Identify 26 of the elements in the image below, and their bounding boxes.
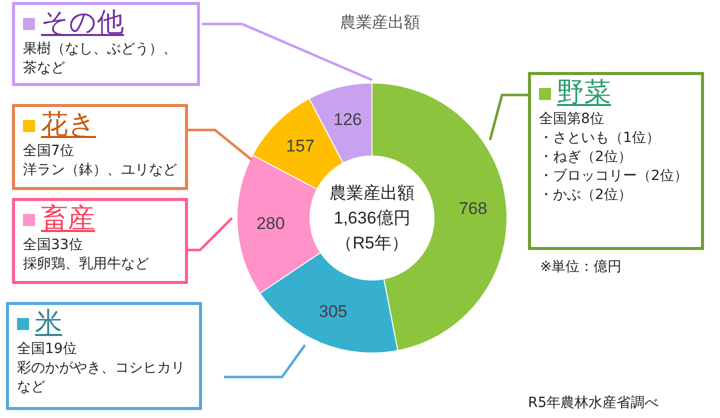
text: 全国7位 bbox=[23, 142, 75, 161]
data-label: 280 bbox=[256, 214, 285, 233]
text: ・さといも（1位） bbox=[539, 129, 661, 148]
text: ・ブロッコリー（2位） bbox=[539, 167, 689, 186]
text: 1,636億円 bbox=[334, 208, 410, 228]
chart-title: 農業産出額 bbox=[340, 14, 420, 32]
legend-label: 米 bbox=[35, 307, 62, 338]
text: 全国第8位 bbox=[539, 110, 605, 129]
text: 農業産出額 bbox=[330, 184, 414, 202]
data-label: 157 bbox=[286, 136, 314, 156]
text: 全国33位 bbox=[23, 236, 84, 255]
text: ・かぶ（2位） bbox=[539, 186, 633, 205]
text: （R5年） bbox=[336, 234, 408, 252]
text: 全国19位 bbox=[17, 340, 78, 359]
text: 採卵鶏、乳用牛など bbox=[23, 255, 150, 274]
text: 果樹（なし、ぶどう）、茶など bbox=[23, 40, 178, 78]
data-label: 305 bbox=[318, 302, 348, 322]
text: ・ねぎ（2位） bbox=[539, 148, 633, 167]
text: 洋ラン（鉢）、ユリなど bbox=[23, 161, 177, 180]
text: 彩のかがやき、コシヒカリなど bbox=[17, 359, 186, 397]
legend-label: 畜産 bbox=[41, 203, 95, 234]
legend-label: 野菜 bbox=[557, 77, 611, 108]
text: R5年農林水産省調べ bbox=[528, 394, 659, 412]
data-label: 126 bbox=[333, 110, 362, 129]
text: ※単位：億円 bbox=[540, 258, 622, 276]
data-label: 768 bbox=[458, 198, 488, 218]
